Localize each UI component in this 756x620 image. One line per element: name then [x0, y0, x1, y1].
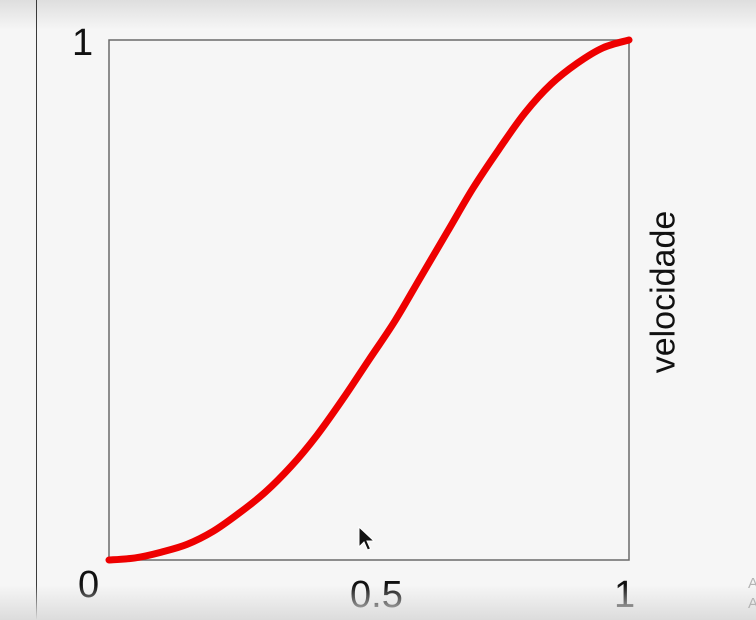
data-point-12: [418, 274, 424, 280]
data-point-9: [340, 396, 346, 402]
y-tick-label-1: 1: [72, 22, 94, 64]
data-point-4: [210, 528, 216, 534]
data-point-6: [262, 489, 268, 495]
data-point-10: [366, 357, 372, 363]
corner-text-line-2: A: [748, 595, 756, 612]
corner-text-line-1: A: [748, 575, 756, 592]
data-point-18: [574, 60, 580, 66]
top-shade: [0, 0, 756, 30]
data-point-3: [184, 541, 190, 547]
data-point-5: [236, 510, 242, 516]
data-point-0: [106, 557, 112, 563]
corner-overlay-text: A A: [748, 574, 756, 614]
data-point-19: [600, 45, 606, 51]
plot-frame: [108, 39, 630, 561]
data-point-15: [496, 146, 502, 152]
mouse-pointer-icon: [358, 526, 376, 551]
data-point-1: [132, 555, 138, 561]
y-axis-label: velocidade: [644, 210, 683, 374]
data-point-14: [470, 185, 476, 191]
velocity-curve-line: [105, 36, 633, 564]
bottom-shade: [0, 585, 756, 620]
data-point-11: [392, 318, 398, 324]
left-divider: [36, 0, 37, 620]
data-point-17: [548, 81, 554, 87]
data-point-2: [158, 549, 164, 555]
data-point-16: [522, 110, 528, 116]
data-point-20: [626, 37, 632, 43]
data-point-13: [444, 229, 450, 235]
data-point-7: [288, 463, 294, 469]
data-point-8: [314, 432, 320, 438]
